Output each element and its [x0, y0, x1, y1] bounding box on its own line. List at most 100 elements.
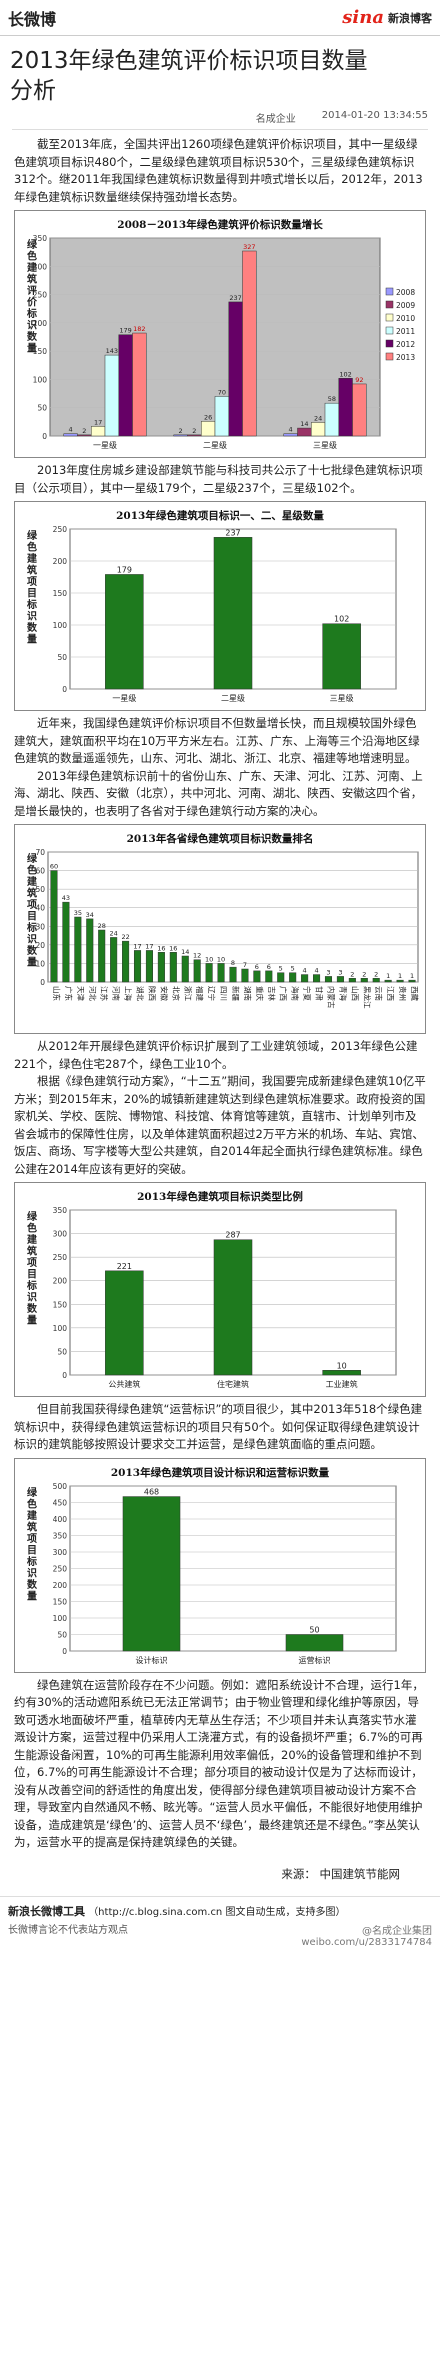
data-label: 4 [69, 426, 73, 434]
bar [311, 422, 326, 437]
bar [63, 433, 78, 437]
data-label: 221 [117, 1262, 132, 1271]
legend-swatch [385, 287, 394, 296]
y-axis-label: 绿色建筑评价标识数量 [26, 238, 38, 355]
legend-label: 2012 [396, 340, 415, 349]
watermark-url: weibo.com/u/2833174784 [301, 1936, 432, 1948]
title-line-1: 2013年绿色建筑评价标识项目数量 [10, 48, 368, 74]
y-tick-label: 200 [53, 1277, 68, 1286]
y-tick-label: 250 [53, 1253, 68, 1262]
data-label: 17 [94, 418, 102, 426]
x-tick-label: 上海 [124, 986, 134, 1001]
data-label: 179 [119, 327, 131, 335]
y-tick-label: 50 [57, 1347, 67, 1356]
y-tick-label: 150 [53, 1300, 68, 1309]
y-tick-label: 50 [57, 1630, 67, 1639]
data-label: 28 [98, 922, 106, 930]
x-tick-label: 吉林 [267, 986, 277, 1001]
weibo-watermark: @名成企业集团 weibo.com/u/2833174784 [8, 1922, 432, 1948]
data-label: 35 [74, 909, 82, 917]
x-tick-label: 江西 [386, 986, 395, 1001]
bar [241, 968, 249, 983]
bar [118, 334, 133, 437]
y-tick-label: 100 [53, 621, 68, 630]
x-tick-label: 一星级 [93, 440, 117, 450]
x-tick-label: 三星级 [313, 440, 337, 450]
x-tick-label: 陕西 [147, 986, 157, 1001]
x-tick-label: 新疆 [231, 986, 241, 1001]
x-tick-label: 山东 [52, 986, 62, 1001]
y-tick-label: 0 [62, 1647, 67, 1656]
title-line-2: 分析 [10, 78, 56, 104]
y-tick-label: 500 [53, 1482, 68, 1491]
paragraph-8: 绿色建筑在运营阶段存在不少问题。例如：遮阳系统设计不合理，运行1年，约有30%的… [14, 1677, 424, 1850]
chart-title: 2013年各省绿色建筑项目标识数量排名 [127, 832, 314, 845]
sina-blog-logo[interactable]: sina 新浪博客 [342, 7, 432, 28]
paragraph-3: 近年来，我国绿色建筑评价标识项目不但数量增长快，而且规模较国外绿色建筑大，建筑面… [14, 716, 420, 765]
bar [104, 354, 119, 437]
x-tick-label: 贵州 [398, 986, 408, 1001]
bar [187, 434, 202, 437]
bar [322, 1370, 361, 1376]
y-tick-label: 10 [35, 959, 45, 968]
bar [285, 1633, 344, 1651]
bar [253, 970, 261, 983]
data-label: 143 [106, 347, 118, 355]
data-label: 50 [309, 1625, 319, 1634]
y-tick-label: 300 [33, 262, 48, 271]
data-label: 2 [362, 970, 366, 978]
paragraph-2: 2013年度住房城乡建设部建筑节能与科技司共公示了十七批绿色建筑标识项目（公示项… [14, 463, 423, 495]
y-tick-label: 350 [53, 1531, 68, 1540]
y-tick-label: 250 [53, 1564, 68, 1573]
data-label: 22 [121, 933, 129, 941]
bar [145, 950, 153, 983]
footer-tool-line: 新浪长微博工具 （http://c.blog.sina.com.cn 图文自动生… [8, 1903, 432, 1919]
data-label: 34 [86, 911, 94, 919]
legend-swatch [385, 352, 394, 361]
author[interactable]: 名成企业 [255, 114, 296, 125]
y-tick-label: 20 [35, 941, 45, 950]
y-tick-label: 400 [53, 1515, 68, 1524]
bar [396, 979, 404, 983]
chart-title: 2013年绿色建筑项目标识一、二、星级数量 [116, 509, 324, 522]
paragraph-5: 从2012年开展绿色建筑评价标识扩展到了工业建筑领域，2013年绿色公建221个… [14, 1039, 418, 1071]
y-tick-label: 0 [42, 432, 47, 441]
bar [229, 966, 237, 983]
data-label: 4 [314, 967, 318, 975]
data-label: 92 [355, 376, 363, 384]
x-tick-label: 内蒙古 [326, 986, 336, 1009]
y-axis-label: 绿色建筑项目标识数量 [26, 1210, 38, 1327]
y-tick-label: 150 [53, 1597, 68, 1606]
bar [324, 976, 333, 983]
y-axis-label: 绿色建筑项目标识数量 [26, 529, 38, 646]
legend-label: 2009 [396, 301, 415, 310]
x-tick-label: 江苏 [100, 986, 110, 1001]
y-axis-label: 绿色建筑项目标识数量 [26, 852, 38, 969]
y-tick-label: 0 [62, 1371, 67, 1380]
data-label: 14 [300, 420, 308, 428]
x-tick-label: 设计标识 [136, 1655, 168, 1665]
bar [289, 972, 297, 983]
data-label: 1 [410, 972, 414, 980]
y-tick-label: 350 [53, 1206, 68, 1215]
data-label: 327 [243, 243, 255, 251]
data-label: 6 [267, 963, 271, 971]
chart-title: 2008－2013年绿色建筑评价标识数量增长 [117, 218, 323, 231]
bar [283, 433, 298, 437]
x-tick-label: 浙江 [183, 986, 193, 1001]
data-label: 1 [386, 972, 390, 980]
tool-name[interactable]: 新浪长微博工具 [8, 1904, 85, 1918]
x-tick-label: 二星级 [203, 440, 227, 450]
bar [169, 952, 177, 983]
x-tick-label: 三星级 [330, 693, 354, 703]
data-label: 7 [243, 961, 247, 969]
x-tick-label: 广西 [279, 986, 289, 1001]
data-label: 60 [50, 863, 58, 871]
data-label: 6 [255, 963, 259, 971]
y-tick-label: 100 [53, 1324, 68, 1333]
tool-url[interactable]: （http://c.blog.sina.com.cn 图文自动生成，支持多图） [88, 1906, 346, 1918]
x-tick-label: 山西 [350, 986, 360, 1001]
bar [265, 970, 273, 983]
x-tick-label: 湖南 [243, 986, 253, 1001]
